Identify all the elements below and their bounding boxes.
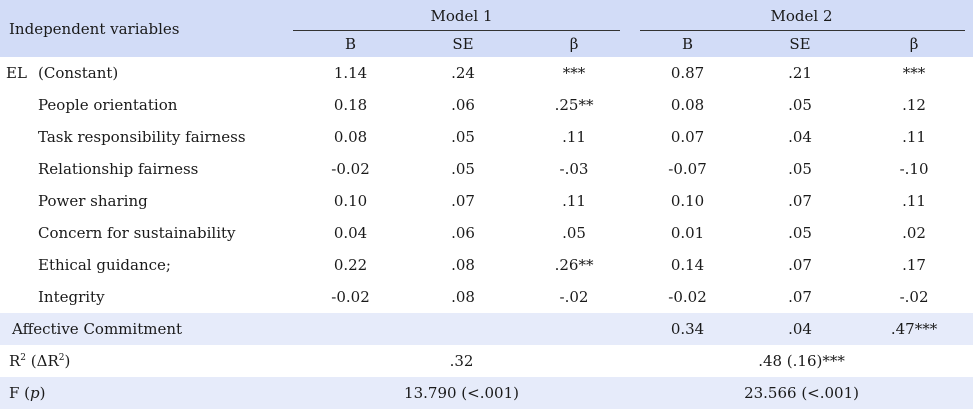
r-squared-label: R2 (ΔR2) (9, 352, 71, 370)
m1-se-cell: .06 (451, 96, 475, 114)
m1-b-cell: 0.08 (333, 128, 368, 146)
m1-se-cell: .24 (451, 64, 475, 82)
m2-beta-cell: .17 (902, 256, 926, 274)
table-row: People orientation 0.18 .06 .25** 0.08 .… (0, 89, 973, 121)
m2-beta-header: β (855, 31, 973, 57)
m2-beta-cell: .47*** (855, 313, 973, 345)
m2-f-stat: 23.566 (<.001) (630, 377, 973, 409)
m2-b-cell: 0.87 (670, 64, 705, 82)
m2-b-cell: 0.14 (670, 256, 705, 274)
m1-b-header: B (293, 31, 409, 57)
model1-label: Model 1 (430, 6, 493, 25)
m2-beta-cell: -.10 (899, 160, 929, 178)
model2-header: Model 2 (630, 0, 973, 31)
m2-beta-cell: .11 (902, 192, 926, 210)
el-label: EL (6, 64, 27, 82)
m2-beta-cell: .02 (902, 224, 926, 242)
f-stat-label: F (p) (0, 377, 294, 409)
m2-beta-cell: .12 (902, 96, 926, 114)
row-label: Task responsibility fairness (38, 128, 246, 146)
m1-beta-cell: -.02 (559, 288, 589, 306)
m1-b-cell: 1.14 (333, 64, 368, 82)
row-label: Integrity (38, 288, 105, 306)
m2-se-cell: .21 (788, 64, 812, 82)
m2-se-cell: .07 (788, 192, 812, 210)
table-row: Ethical guidance; 0.22 .08 .26** 0.14 .0… (0, 249, 973, 281)
table-row: Relationship fairness -0.02 .05 -.03 -0.… (0, 153, 973, 185)
m1-se-cell: .06 (451, 224, 475, 242)
model2-underline (640, 30, 966, 31)
m1-beta-cell: .26** (554, 256, 594, 274)
m2-se-cell: .07 (788, 256, 812, 274)
row-label: (Constant) (38, 64, 119, 82)
m1-b-cell: 0.18 (333, 96, 368, 114)
m2-b-cell: 0.10 (670, 192, 705, 210)
row-label: Power sharing (38, 192, 148, 210)
m1-beta-cell: -.03 (559, 160, 589, 178)
m2-se-cell: .07 (788, 288, 812, 306)
f-stat-row: F (p) 13.790 (<.001) 23.566 (<.001) (0, 377, 973, 409)
independent-variables-header: Independent variables (0, 0, 294, 57)
m1-beta-header: β (518, 31, 631, 57)
m2-b-header: B (630, 31, 746, 57)
m1-b-cell: -0.02 (331, 160, 370, 178)
m2-b-cell: -0.02 (668, 288, 707, 306)
m2-beta-cell: *** (902, 64, 926, 82)
m1-f-stat: 13.790 (<.001) (293, 377, 631, 409)
m2-beta-cell: -.02 (899, 288, 929, 306)
m1-beta-cell: .11 (562, 192, 586, 210)
r-squared-row: R2 (ΔR2) .32 .48 (.16)*** (0, 345, 973, 377)
m2-beta-cell: .11 (902, 128, 926, 146)
model1-header: Model 1 (293, 0, 631, 31)
table-row: Integrity -0.02 .08 -.02 -0.02 .07 -.02 (0, 281, 973, 313)
table-row: Task responsibility fairness 0.08 .05 .1… (0, 121, 973, 153)
m2-se-header: SE (745, 31, 856, 57)
table-row: EL (Constant) 1.14 .24 *** 0.87 .21 *** (0, 57, 973, 89)
m1-se-header: SE (408, 31, 519, 57)
model2-label: Model 2 (770, 6, 833, 25)
m2-se-cell: .04 (745, 313, 856, 345)
row-label: Ethical guidance; (38, 256, 171, 274)
m2-b-cell: 0.01 (670, 224, 705, 242)
m2-se-cell: .05 (788, 96, 812, 114)
m2-se-cell: .05 (788, 224, 812, 242)
row-label: Relationship fairness (38, 160, 199, 178)
header-row-models: Independent variables Model 1 Model 2 (0, 0, 973, 57)
row-label: People orientation (38, 96, 178, 114)
m1-b-cell: 0.04 (333, 224, 368, 242)
m2-se-cell: .05 (788, 160, 812, 178)
m2-se-cell: .04 (788, 128, 812, 146)
affective-commitment-label: Affective Commitment (0, 313, 294, 345)
m1-se-cell: .08 (451, 256, 475, 274)
header-row-columns: B SE β B SE β (0, 31, 973, 57)
row-label: Concern for sustainability (38, 224, 236, 242)
m1-se-cell: .05 (451, 128, 475, 146)
m1-r-squared: .32 (449, 352, 474, 370)
affective-commitment-row: Affective Commitment 0.34 .04 .47*** (0, 313, 973, 345)
m1-b-cell: 0.22 (333, 256, 368, 274)
m1-beta-cell: .05 (562, 224, 586, 242)
m1-b-cell: 0.10 (333, 192, 368, 210)
m1-beta-cell: *** (562, 64, 586, 82)
m2-r-squared: .48 (.16)*** (758, 352, 845, 370)
m1-beta-cell: .25** (554, 96, 594, 114)
m1-se-cell: .08 (451, 288, 475, 306)
table-row: Concern for sustainability 0.04 .06 .05 … (0, 217, 973, 249)
m1-se-cell: .05 (451, 160, 475, 178)
m2-b-cell: 0.07 (670, 128, 705, 146)
m1-se-cell: .07 (451, 192, 475, 210)
m2-b-cell: -0.07 (668, 160, 707, 178)
m1-b-cell: -0.02 (331, 288, 370, 306)
table-row: Power sharing 0.10 .07 .11 0.10 .07 .11 (0, 185, 973, 217)
m2-b-cell: 0.08 (670, 96, 705, 114)
m1-beta-cell: .11 (562, 128, 586, 146)
m2-b-cell: 0.34 (630, 313, 746, 345)
model1-underline (293, 30, 621, 31)
